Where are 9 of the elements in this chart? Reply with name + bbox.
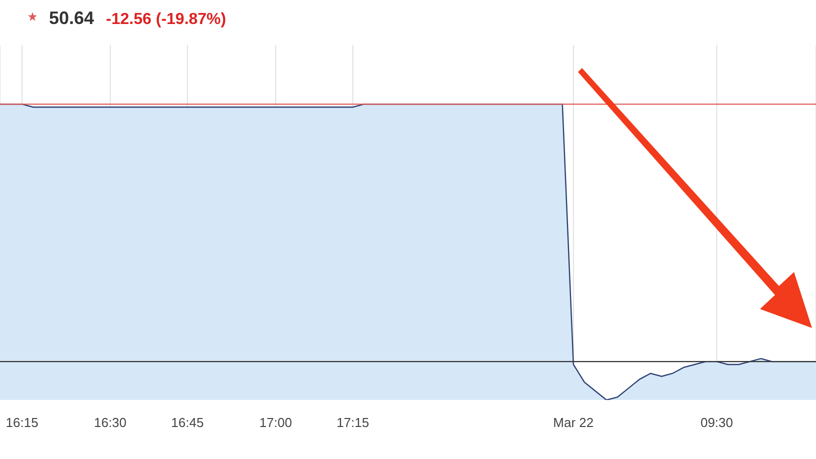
x-tick-label: 09:30 — [700, 415, 734, 430]
x-tick-label: 16:30 — [94, 415, 127, 430]
x-tick-label: 17:00 — [259, 415, 292, 430]
chart-title: 50.64 — [49, 8, 94, 29]
x-tick-label: 16:15 — [6, 415, 38, 430]
chart-subtitle: -12.56 (-19.87%) — [106, 11, 226, 29]
x-tick-label: Mar 22 — [553, 415, 594, 430]
x-tick-label: 16:45 — [171, 415, 204, 430]
x-tick-label: 17:15 — [336, 415, 370, 430]
